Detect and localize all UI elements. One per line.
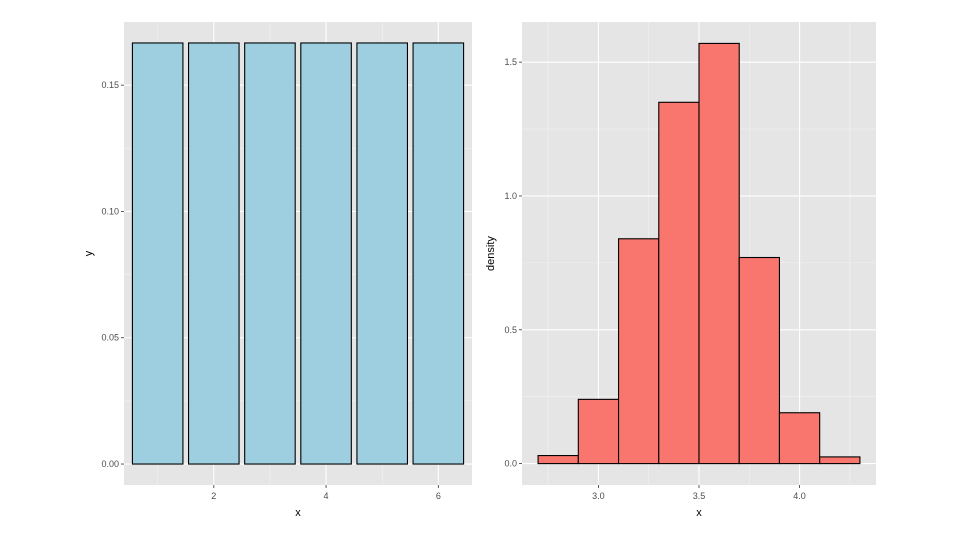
right-y-tick-label: 1.0 — [504, 191, 517, 201]
left-bar-chart: 0.00 0.05 0.10 0.15 2 4 6 x y — [83, 22, 472, 519]
bar-2 — [187, 42, 240, 465]
right-x-tick-label: 3.0 — [592, 491, 605, 501]
bar-6 — [412, 42, 465, 465]
right-x-tick-label: 4.0 — [793, 491, 806, 501]
bar-5 — [356, 42, 409, 465]
histogram-bin-3 — [617, 238, 660, 465]
left-y-tick-label: 0.00 — [101, 459, 119, 469]
left-x-tick-label: 6 — [436, 491, 441, 501]
histogram-bin-5 — [698, 42, 740, 465]
left-y-tick-label: 0.15 — [101, 80, 119, 90]
histogram-bin-1 — [537, 455, 579, 465]
right-y-axis-title: density — [485, 236, 497, 271]
right-y-tick-label: 0.0 — [504, 459, 517, 469]
histogram-bin-2 — [577, 398, 620, 465]
right-x-axis-title: x — [696, 507, 702, 519]
left-y-axis-title: y — [83, 250, 95, 256]
histogram-bin-4 — [658, 101, 700, 465]
left-bars — [131, 42, 465, 465]
right-histogram: 0.0 0.5 1.0 1.5 3.0 3.5 4.0 x density — [485, 22, 876, 519]
histogram-bin-6 — [738, 256, 781, 465]
left-x-tick-label: 4 — [324, 491, 329, 501]
histogram-bin-7 — [778, 412, 821, 465]
bar-3 — [244, 42, 296, 465]
left-x-tick-label: 2 — [211, 491, 216, 501]
left-ticks: 0.00 0.05 0.10 0.15 2 4 6 — [101, 80, 440, 501]
right-bins — [537, 42, 861, 465]
right-y-tick-label: 0.5 — [504, 325, 517, 335]
left-y-tick-label: 0.05 — [101, 333, 119, 343]
right-ticks: 0.0 0.5 1.0 1.5 3.0 3.5 4.0 — [504, 57, 805, 501]
bar-4 — [300, 42, 352, 465]
left-y-tick-label: 0.10 — [101, 206, 119, 216]
bar-1 — [131, 42, 184, 465]
left-x-axis-title: x — [295, 507, 301, 519]
histogram-bin-8 — [819, 456, 861, 465]
right-y-tick-label: 1.5 — [504, 57, 517, 67]
right-x-tick-label: 3.5 — [693, 491, 706, 501]
